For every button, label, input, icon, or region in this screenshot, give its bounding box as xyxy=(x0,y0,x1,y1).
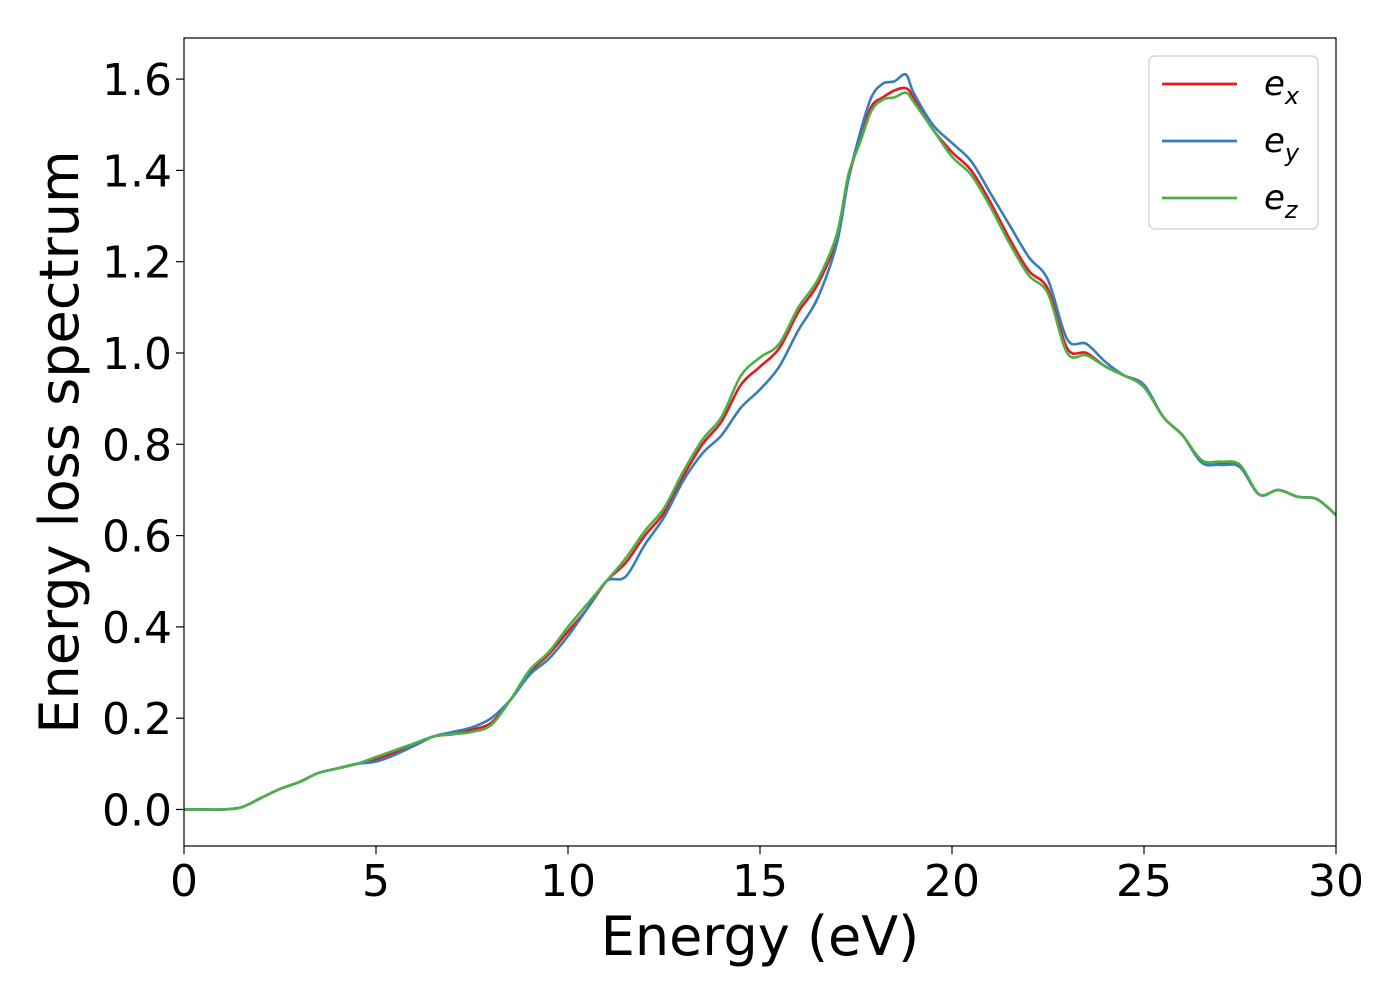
legend-label-subscript: z xyxy=(1284,196,1299,224)
y-tick-label: 1.0 xyxy=(102,329,172,380)
x-axis-ticks: 0 5 10 15 20 25 30 xyxy=(170,846,1364,907)
x-axis-label: Energy (eV) xyxy=(601,905,920,968)
legend-box xyxy=(1148,55,1319,230)
series-layer xyxy=(184,72,1336,811)
legend-label-subscript: y xyxy=(1284,139,1300,167)
y-tick-label: 1.2 xyxy=(102,238,172,289)
y-tick-label: 1.6 xyxy=(102,55,172,106)
legend-label-z: ez xyxy=(1264,178,1299,224)
y-axis-ticks: 0.0 0.2 0.4 0.6 0.8 1.0 1.2 1.4 1.6 xyxy=(102,55,184,836)
x-tick-label: 25 xyxy=(1116,856,1172,907)
legend-label-subscript: x xyxy=(1284,82,1300,110)
y-axis-label: Energy loss spectrum xyxy=(28,150,91,733)
x-tick-label: 20 xyxy=(924,856,980,907)
y-tick-label: 0.8 xyxy=(102,420,172,471)
x-tick-label: 5 xyxy=(362,856,390,907)
x-tick-label: 0 xyxy=(170,856,198,907)
legend-label-base: e xyxy=(1264,64,1285,104)
x-tick-label: 15 xyxy=(732,856,788,907)
x-tick-label: 10 xyxy=(540,856,596,907)
y-tick-label: 0.0 xyxy=(102,785,172,836)
y-tick-label: 0.4 xyxy=(102,603,172,654)
legend-label-x: ex xyxy=(1264,64,1300,110)
legend-label-y: ey xyxy=(1264,121,1300,167)
y-tick-label: 0.6 xyxy=(102,512,172,563)
y-tick-label: 1.4 xyxy=(102,146,172,197)
legend-label-base: e xyxy=(1264,121,1285,161)
y-tick-label: 0.2 xyxy=(102,694,172,745)
x-tick-label: 30 xyxy=(1308,856,1364,907)
series-line-z xyxy=(184,91,1336,811)
legend-label-base: e xyxy=(1264,178,1285,218)
